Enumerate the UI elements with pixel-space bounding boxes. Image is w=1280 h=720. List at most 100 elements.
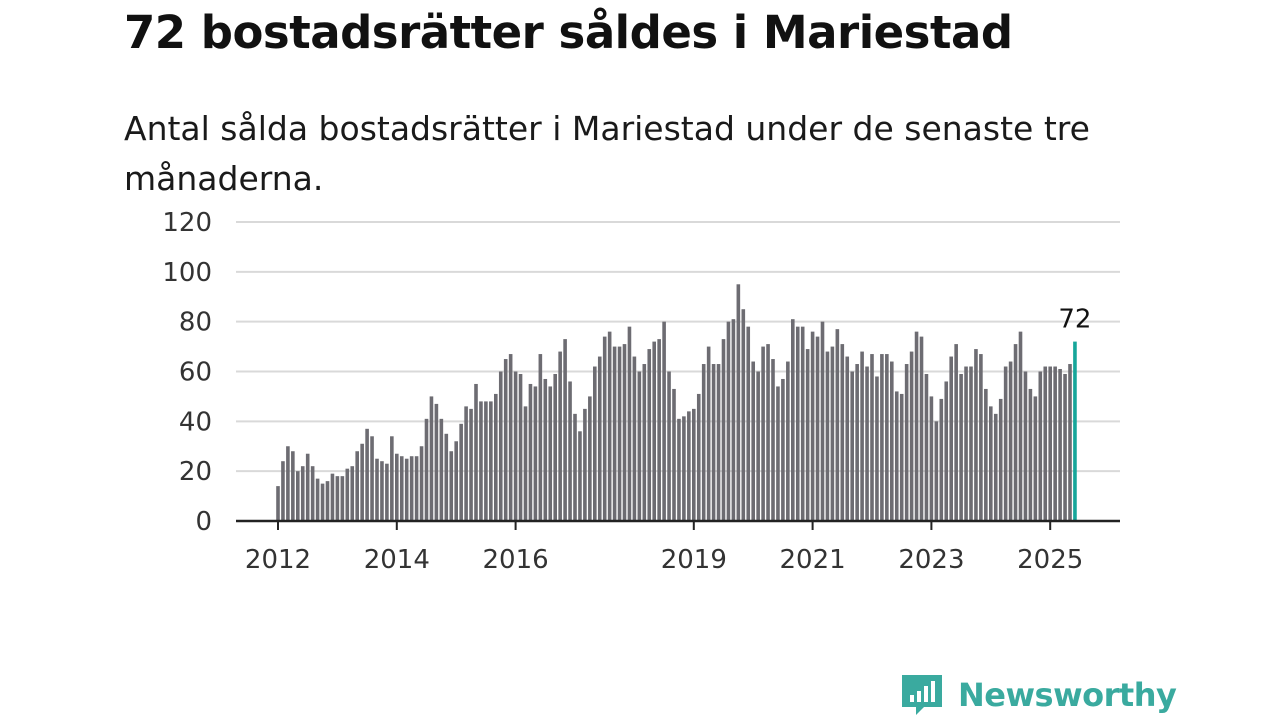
bar [291,451,295,521]
bar [617,346,622,521]
bar [320,483,325,521]
y-axis-ticks: 0 20 40 60 80 100 120 [162,208,212,537]
bar [385,463,389,521]
chart-subtitle: Antal sålda bostadsrätter i Mariestad un… [124,109,1090,198]
brand-name: Newsworthy [958,676,1177,714]
bar [632,356,637,521]
bar [786,361,790,521]
bar [800,326,805,521]
bar [345,468,350,521]
bar [672,388,676,521]
bar [588,396,592,521]
bar [281,461,285,521]
bar [434,403,439,521]
y-tick-label: 0 [195,507,212,537]
bar [820,321,825,521]
bar [583,408,587,521]
bar [370,436,374,521]
bar [325,481,330,521]
bar [845,356,850,521]
bar [899,393,904,521]
bar [508,354,513,521]
bar [607,331,612,521]
bar [1058,369,1062,521]
bars [276,284,1077,521]
bar [305,453,310,521]
bar [870,354,874,521]
bar [1048,366,1052,521]
bar [865,366,869,521]
x-tick-label: 2012 [245,545,311,575]
x-tick-label: 2021 [780,545,846,575]
bar [860,351,864,521]
bar [310,466,315,521]
bar [904,364,909,521]
y-tick-label: 40 [179,407,212,437]
bar [959,373,963,521]
bar [464,406,468,521]
bar [716,364,721,521]
bar [597,356,602,521]
annotations: 72 [1058,305,1091,335]
bar [513,371,518,521]
bar [924,373,929,521]
bar [652,341,656,521]
bar [538,354,543,521]
bar [890,361,894,521]
bar [444,433,449,521]
x-tick-label: 2014 [364,545,430,575]
highlight-value-label: 72 [1058,305,1091,335]
chart-title: 72 bostadsrätter såldes i Mariestad [124,6,1013,59]
bar [498,371,503,521]
bar [993,413,998,521]
bar [795,326,800,521]
bar [726,321,731,521]
bar [1008,361,1013,521]
bar [449,451,454,521]
bar [627,326,632,521]
bar [657,339,661,521]
y-tick-label: 120 [162,208,212,238]
brand-logo: Newsworthy [902,670,1177,720]
bar [696,393,701,521]
bar [647,349,652,521]
bar [934,421,939,521]
bar [805,349,810,521]
bar [815,336,820,521]
bar [296,471,300,521]
bar [746,326,751,521]
bar [276,486,280,521]
bar [637,371,642,521]
bar [439,418,444,521]
bar [692,408,696,521]
bar [731,319,736,521]
bar [380,461,384,521]
bar [711,364,716,521]
bar [642,364,647,521]
bar [919,336,924,521]
bar [1068,364,1072,521]
bar [969,366,973,521]
bar [533,386,538,521]
bar [954,344,958,521]
x-tick-label: 2016 [483,545,549,575]
bar [578,431,582,521]
bar [518,373,523,521]
bar [315,478,320,521]
bar [687,411,691,521]
x-axis-ticks: 2012 2014 2016 2019 2021 2023 2025 [245,521,1083,575]
bar [885,354,889,521]
bar [979,354,983,521]
bar [543,378,548,521]
bar [1013,344,1018,521]
bar [761,346,765,521]
bar [771,359,775,521]
bar [781,378,785,521]
bar [503,359,508,521]
bar [706,346,711,521]
bar [454,441,458,521]
bar [429,396,434,521]
bar [894,391,899,521]
y-tick-label: 20 [179,457,212,487]
